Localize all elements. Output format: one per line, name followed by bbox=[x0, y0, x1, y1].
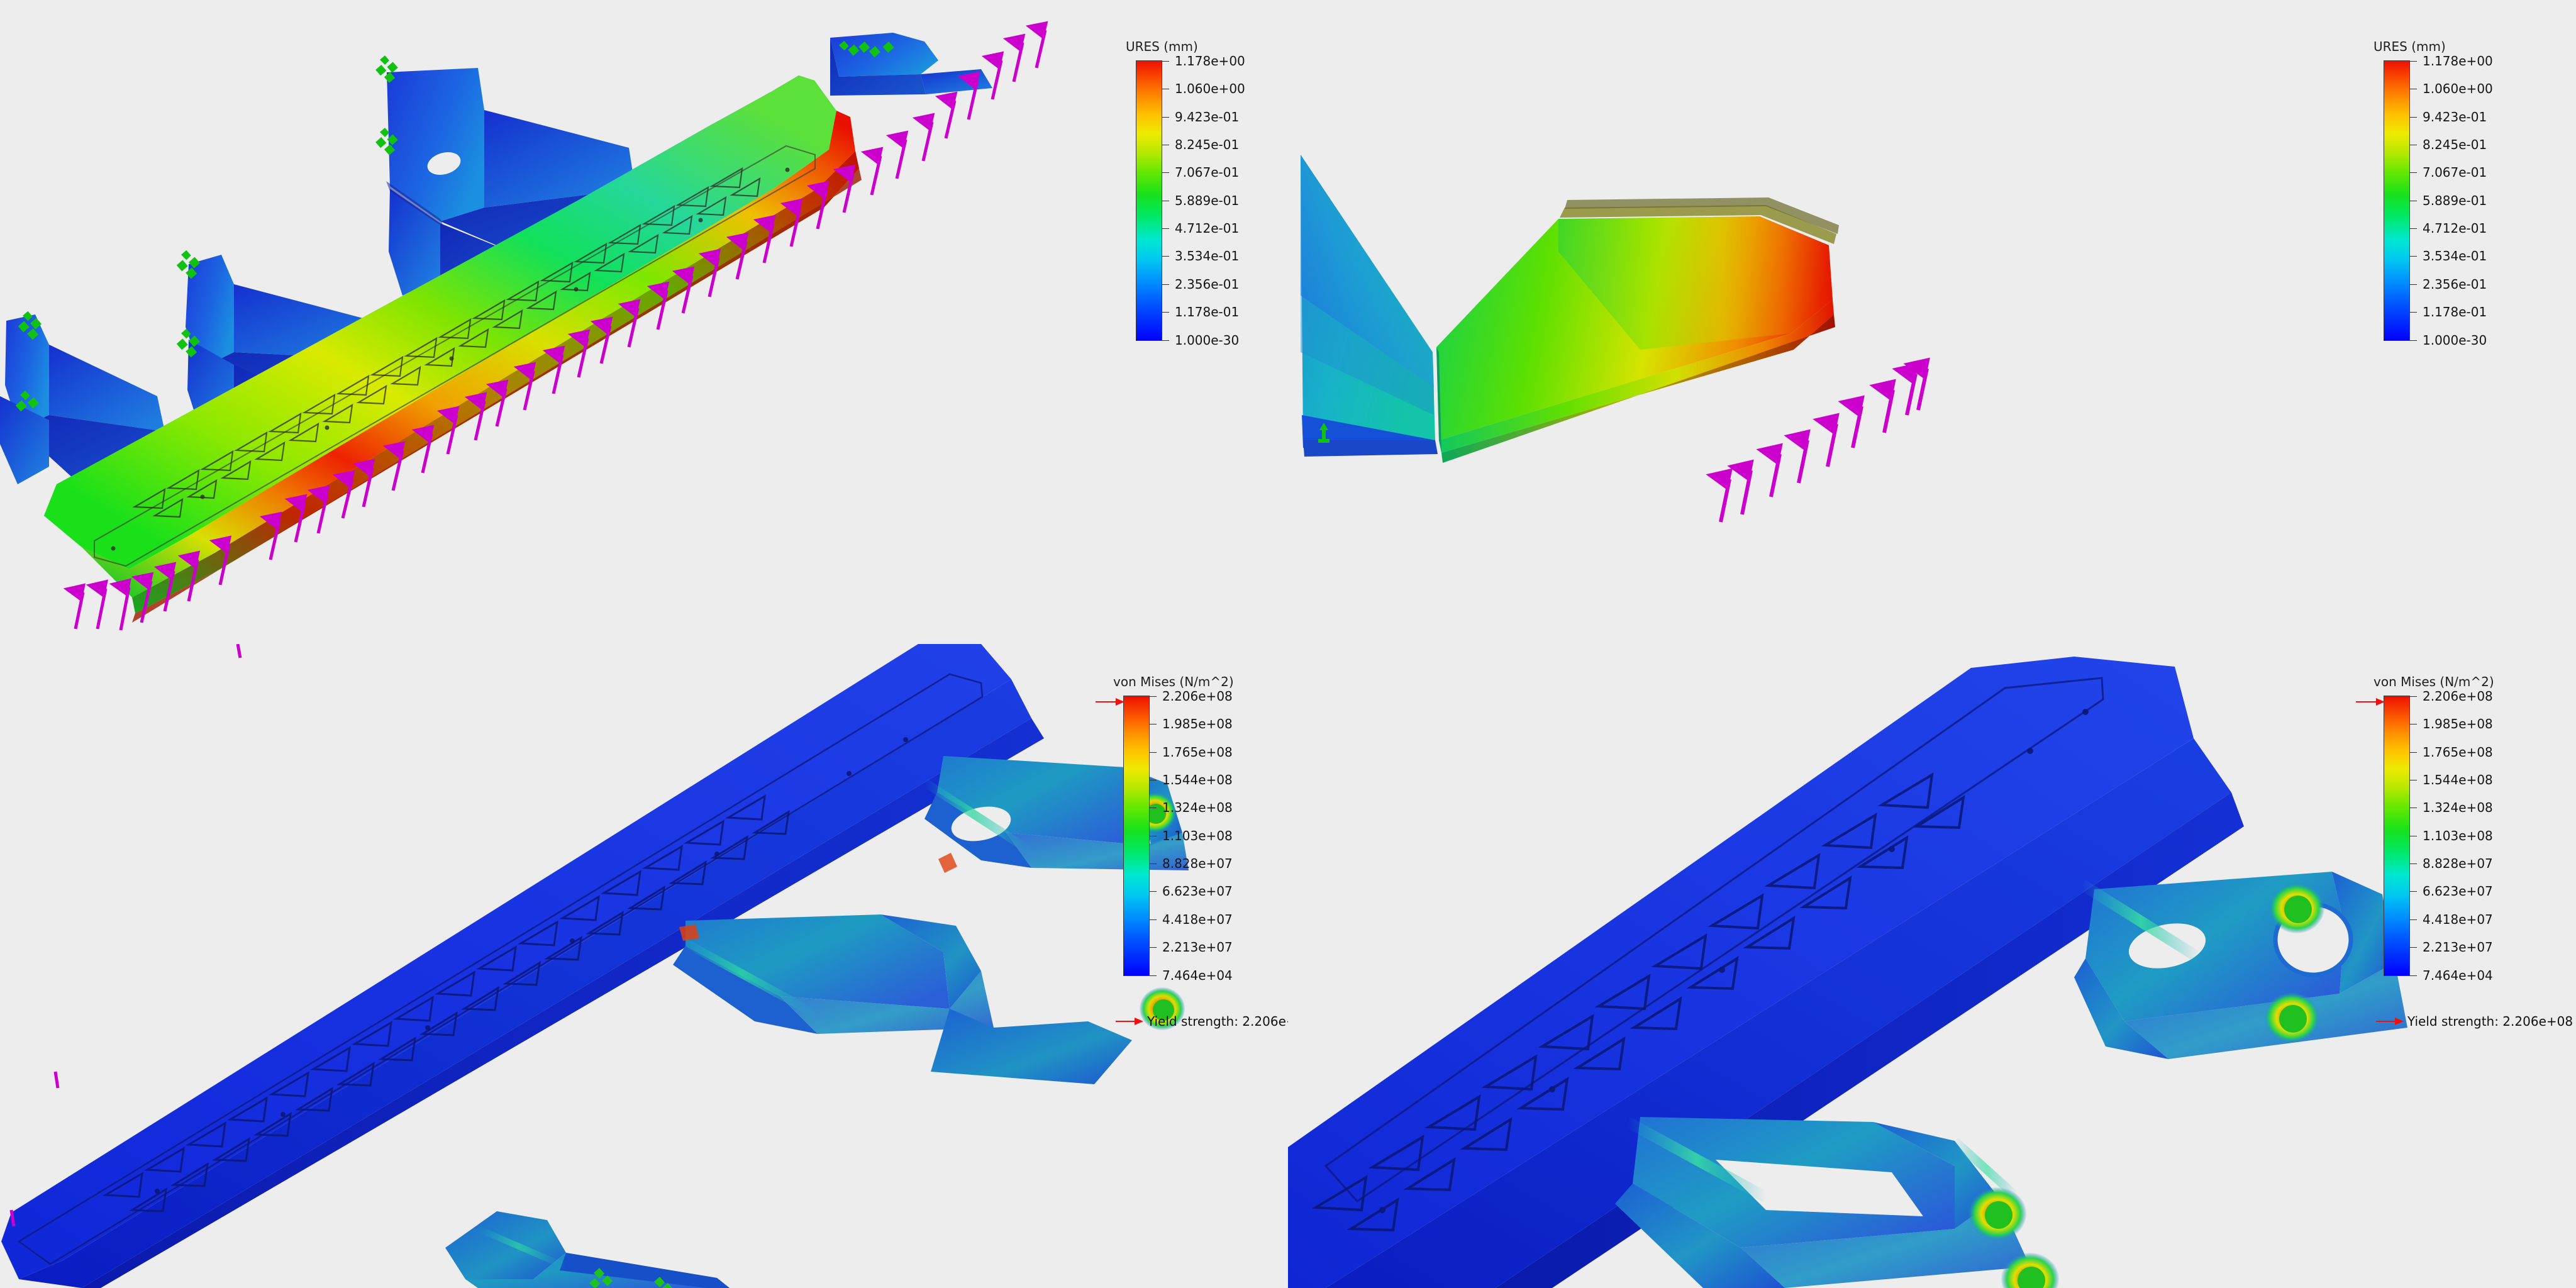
displacement-isometric-canvas[interactable] bbox=[0, 0, 1288, 644]
view-displacement-end[interactable]: URES (mm) 1.178e+00 1.060e+00 9.423e-01 … bbox=[1288, 0, 2576, 644]
legend-tick-label: 1.765e+08 bbox=[1162, 745, 1233, 760]
legend-tick-label: 3.534e-01 bbox=[1175, 248, 1240, 264]
legend-tick-label: 5.889e-01 bbox=[2423, 193, 2487, 208]
legend-gradient bbox=[2384, 696, 2409, 975]
legend-tick-label: 7.464e+04 bbox=[1162, 968, 1233, 983]
legend-tick-label: 1.985e+08 bbox=[2423, 716, 2493, 731]
legend-tick-label: 2.356e-01 bbox=[1175, 277, 1240, 292]
fixture-restraint-markers bbox=[15, 40, 894, 412]
legend-tick-label: 3.534e-01 bbox=[2423, 248, 2487, 264]
legend-title: von Mises (N/m^2) bbox=[1113, 674, 1234, 689]
fixture-restraint-markers bbox=[1318, 423, 1330, 443]
legend-tick-label: 8.245e-01 bbox=[2423, 137, 2487, 152]
legend-tick-label: 1.324e+08 bbox=[2423, 800, 2493, 815]
legend-von-mises-bottom-left: von Mises (N/m^2) 2.206e+08 1.985e+08 1.… bbox=[1096, 674, 1288, 1052]
legend-von-mises-bottom-right: von Mises (N/m^2) 2.206e+08 1.985e+08 1.… bbox=[2356, 674, 2575, 1052]
legend-title: URES (mm) bbox=[1126, 39, 1198, 54]
yield-arrow-icon bbox=[1116, 1018, 1143, 1025]
legend-tick-label: 7.067e-01 bbox=[2423, 165, 2487, 180]
yield-strength-annotation: Yield strength: 2.206e+08 bbox=[2376, 1014, 2573, 1029]
legend-tick-label: 1.544e+08 bbox=[1162, 772, 1233, 787]
legend-tick-label: 2.356e-01 bbox=[2423, 277, 2487, 292]
legend-tick-label: 8.828e+07 bbox=[1162, 856, 1233, 871]
legend-tick-label: 6.623e+07 bbox=[2423, 884, 2493, 899]
legend-tick-label: 1.765e+08 bbox=[2423, 745, 2493, 760]
legend-tick-label: 7.464e+04 bbox=[2423, 968, 2493, 983]
legend-tick-label: 9.423e-01 bbox=[1175, 109, 1240, 125]
bracket-rear bbox=[2074, 872, 2407, 1059]
legend-tick-label: 8.245e-01 bbox=[1175, 137, 1240, 152]
legend-tick-label: 1.178e-01 bbox=[2423, 304, 2487, 319]
legend-gradient bbox=[1136, 61, 1162, 340]
legend-tick-label: 2.206e+08 bbox=[2423, 689, 2493, 704]
legend-tick-label: 5.889e-01 bbox=[1175, 193, 1240, 208]
legend-tick-label: 1.178e-01 bbox=[1175, 304, 1240, 319]
legend-tick-label: 2.206e+08 bbox=[1162, 689, 1233, 704]
legend-tick-label: 9.423e-01 bbox=[2423, 109, 2487, 125]
displacement-end-canvas[interactable] bbox=[1288, 0, 2576, 644]
running-board-body bbox=[1288, 657, 2244, 1288]
legend-tick-label: 1.000e-30 bbox=[1175, 333, 1240, 348]
legend-tick-label: 1.000e-30 bbox=[2423, 333, 2487, 348]
legend-gradient bbox=[2384, 61, 2409, 340]
bracket-front bbox=[1615, 1117, 2059, 1288]
legend-colorbar bbox=[2384, 60, 2410, 341]
yield-strength-annotation: Yield strength: 2.206e+08 bbox=[1116, 1014, 1288, 1029]
legend-tick-label: 2.213e+07 bbox=[1162, 940, 1233, 955]
stress-seam-highlights bbox=[477, 779, 1034, 1270]
view-displacement-isometric[interactable]: URES (mm) 1.178e+00 1.060e+00 9.423e-01 … bbox=[0, 0, 1288, 644]
legend-gradient bbox=[1124, 696, 1149, 975]
yield-strength-pointer-icon bbox=[1096, 698, 1124, 706]
legend-tick-label: 1.985e+08 bbox=[1162, 716, 1233, 731]
legend-title: von Mises (N/m^2) bbox=[2373, 674, 2494, 689]
legend-tick-label: 2.213e+07 bbox=[2423, 940, 2493, 955]
view-von-mises-stress-zoom[interactable]: von Mises (N/m^2) 2.206e+08 1.985e+08 1.… bbox=[1288, 644, 2576, 1288]
legend-tick-label: 1.103e+08 bbox=[2423, 828, 2493, 843]
legend-tick-label: 1.060e+00 bbox=[1175, 81, 1245, 96]
yield-strength-label: Yield strength: 2.206e+08 bbox=[2407, 1014, 2573, 1029]
running-board-body bbox=[0, 644, 1044, 1288]
bracket-tab-lower bbox=[445, 1211, 730, 1288]
load-force-arrows bbox=[63, 21, 1048, 631]
legend-tick-label: 7.067e-01 bbox=[1175, 165, 1240, 180]
legend-tick-label: 1.178e+00 bbox=[2423, 53, 2493, 69]
view-von-mises-stress[interactable]: von Mises (N/m^2) 2.206e+08 1.985e+08 1.… bbox=[0, 644, 1288, 1288]
bracket-arm-front bbox=[0, 314, 189, 492]
legend-tick-label: 1.060e+00 bbox=[2423, 81, 2493, 96]
legend-tick-label: 4.712e-01 bbox=[1175, 221, 1240, 236]
legend-title: URES (mm) bbox=[2373, 39, 2446, 54]
stress-seam-highlights bbox=[1624, 879, 2203, 1202]
legend-tick-label: 4.418e+07 bbox=[2423, 912, 2493, 927]
legend-ures-top-left: URES (mm) 1.178e+00 1.060e+00 9.423e-01 … bbox=[1126, 39, 1287, 391]
yield-strength-label: Yield strength: 2.206e+08 bbox=[1147, 1014, 1288, 1029]
legend-tick-label: 1.324e+08 bbox=[1162, 800, 1233, 815]
legend-colorbar bbox=[2384, 696, 2410, 976]
legend-colorbar bbox=[1136, 60, 1162, 341]
von-mises-canvas[interactable] bbox=[0, 644, 1288, 1288]
von-mises-zoom-canvas[interactable] bbox=[1288, 644, 2576, 1288]
legend-tick-label: 1.103e+08 bbox=[1162, 828, 1233, 843]
bracket-plate-left bbox=[1301, 155, 1438, 457]
legend-tick-label: 8.828e+07 bbox=[2423, 856, 2493, 871]
bracket-front bbox=[673, 853, 1185, 1084]
step-profile bbox=[1436, 197, 1839, 463]
legend-tick-label: 6.623e+07 bbox=[1162, 884, 1233, 899]
legend-tick-label: 4.712e-01 bbox=[2423, 221, 2487, 236]
legend-ures-top-right: URES (mm) 1.178e+00 1.060e+00 9.423e-01 … bbox=[2373, 39, 2562, 391]
yield-arrow-icon bbox=[2376, 1018, 2404, 1025]
legend-tick-label: 1.178e+00 bbox=[1175, 53, 1245, 69]
legend-tick-label: 4.418e+07 bbox=[1162, 912, 1233, 927]
load-force-arrows bbox=[1706, 357, 1930, 523]
legend-tick-label: 1.544e+08 bbox=[2423, 772, 2493, 787]
bracket-tab-small bbox=[830, 33, 992, 96]
yield-strength-pointer-icon bbox=[2356, 698, 2385, 706]
legend-colorbar bbox=[1123, 696, 1150, 976]
load-force-arrows bbox=[9, 644, 242, 1227]
